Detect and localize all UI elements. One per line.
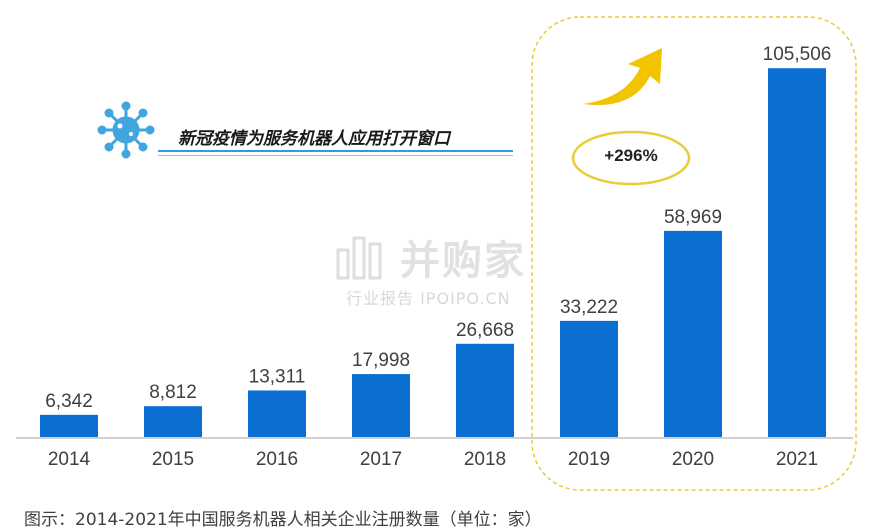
watermark-logo-icon [336,236,382,280]
data-label-2014: 6,342 [45,391,93,412]
growth-ellipse [571,130,691,186]
x-tick-label-2018: 2018 [464,449,506,470]
highlight-region [531,16,857,491]
figure-caption: 图示：2014-2021年中国服务机器人相关企业注册数量（单位：家） [24,510,542,530]
watermark-subtext: 行业报告 IPOIPO.CN [346,289,511,308]
data-label-2019: 33,222 [560,297,618,318]
bar-2017 [352,374,410,437]
bar-2016 [248,390,306,437]
data-label-2016: 13,311 [249,366,306,387]
bar-2014 [40,414,98,437]
bar-2021 [768,68,826,438]
x-tick-label-2017: 2017 [360,449,402,470]
bar-2020 [664,230,722,437]
bar-2018 [456,343,514,437]
x-tick-label-2014: 2014 [48,449,91,470]
data-label-2020: 58,969 [664,207,722,228]
bar-2019 [560,320,618,437]
bar-2015 [144,406,202,437]
virus-icon [97,101,155,159]
x-tick-label-2016: 2016 [256,449,298,470]
data-label-2018: 26,668 [456,320,514,341]
x-tick-label-2020: 2020 [672,449,714,470]
headline-underline-thin [158,155,513,156]
data-label-2017: 17,998 [352,350,410,371]
x-tick-label-2015: 2015 [152,449,194,470]
headline-text: 新冠疫情为服务机器人应用打开窗口 [178,129,450,149]
x-tick-label-2019: 2019 [568,449,610,470]
bar-chart: 6,342 2014 8,812 2015 13,311 2016 17,998 2017 26… [16,16,857,491]
growth-label: +296% [604,146,658,165]
x-tick-label-2021: 2021 [776,449,818,470]
up-arrow-icon [583,48,662,105]
data-label-2021: 105,506 [763,44,832,65]
data-label-2015: 8,812 [149,382,197,403]
headline-underline [158,150,513,152]
watermark-text: 并购家 [400,238,526,284]
